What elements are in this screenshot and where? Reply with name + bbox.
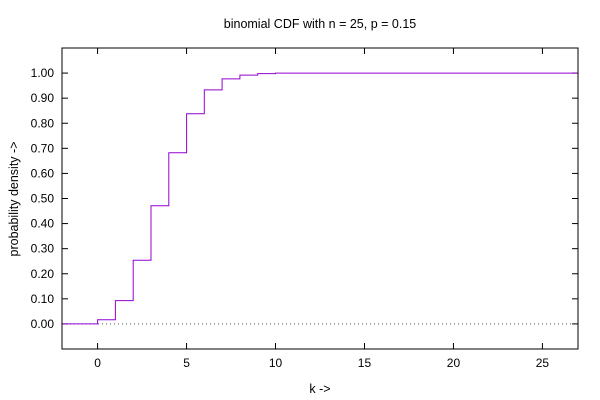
y-tick-label: 0.60	[31, 166, 55, 180]
y-tick-label: 0.40	[31, 217, 55, 231]
y-tick-label: 0.80	[31, 116, 55, 130]
x-tick-label: 0	[94, 356, 101, 370]
x-tick-label: 25	[536, 356, 550, 370]
plot-area: 0.00 0.10 0.20 0.30 0.40 0.50 0.60 0.70 0.80 0.90…	[31, 47, 579, 370]
x-tick-label: 10	[269, 356, 283, 370]
y-tick-label: 0.90	[31, 91, 55, 105]
y-tick-label: 0.10	[31, 292, 55, 306]
y-tick-label: 0.00	[31, 317, 55, 331]
y-tick-label: 0.20	[31, 267, 55, 281]
y-tick-label: 0.30	[31, 242, 55, 256]
y-tick-label: 0.70	[31, 141, 55, 155]
x-axis-label: k ->	[309, 382, 330, 396]
plot-frame	[61, 47, 579, 350]
cdf-step-line	[62, 72, 578, 325]
x-tick-label: 20	[447, 356, 461, 370]
y-tick-label: 0.50	[31, 192, 55, 206]
y-tick-label: 1.00	[31, 66, 55, 80]
x-tick-label: 5	[183, 356, 190, 370]
x-tick-label: 15	[358, 356, 372, 370]
chart-title: binomial CDF with n = 25, p = 0.15	[224, 17, 417, 31]
y-axis-label: probability density ->	[7, 142, 21, 257]
